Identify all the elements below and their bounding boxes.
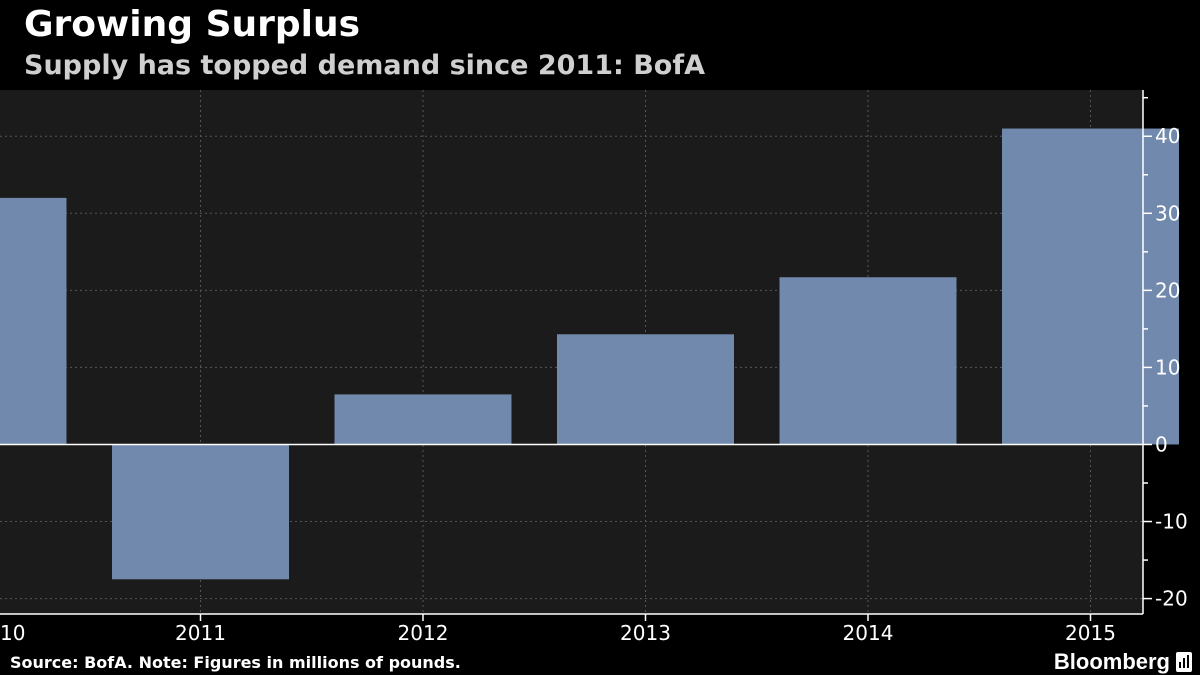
x-tick-label: 2015: [1065, 621, 1116, 645]
chart-title: Growing Surplus: [24, 4, 361, 45]
brand-logo: Bloomberg: [1054, 649, 1192, 675]
bar-2010: [0, 197, 67, 445]
x-tick-label: 10: [0, 621, 25, 645]
x-tick-label: 2011: [175, 621, 226, 645]
bar-2013: [557, 334, 734, 445]
brand-name: Bloomberg: [1053, 649, 1170, 674]
x-tick-label: 2014: [843, 621, 894, 645]
y-tick-label: 10: [1155, 355, 1180, 379]
x-tick-label: 2012: [398, 621, 449, 645]
source-note: Source: BofA. Note: Figures in millions …: [10, 653, 461, 672]
chart-subtitle: Supply has topped demand since 2011: Bof…: [24, 50, 705, 81]
y-tick-label: 20: [1155, 278, 1180, 302]
bar-chart: -20 -10 0 10 20 30 40 10 2011 2012 2013 2014 2015: [0, 90, 1188, 645]
bar-2011: [112, 444, 289, 580]
y-tick-label: 30: [1155, 201, 1180, 225]
x-tick-label: 2013: [620, 621, 671, 645]
chart-header: Growing Surplus Supply has topped demand…: [0, 0, 1200, 90]
bar-2015: [1002, 128, 1179, 445]
bloomberg-terminal-icon: [1176, 652, 1192, 672]
chart-footer: Source: BofA. Note: Figures in millions …: [0, 646, 1200, 675]
y-tick-label: 40: [1155, 124, 1180, 148]
bar-2012: [334, 394, 512, 445]
y-tick-label: 0: [1155, 432, 1168, 456]
y-tick-label: -10: [1155, 510, 1188, 534]
bar-2014: [779, 277, 957, 445]
y-tick-label: -20: [1155, 587, 1188, 611]
